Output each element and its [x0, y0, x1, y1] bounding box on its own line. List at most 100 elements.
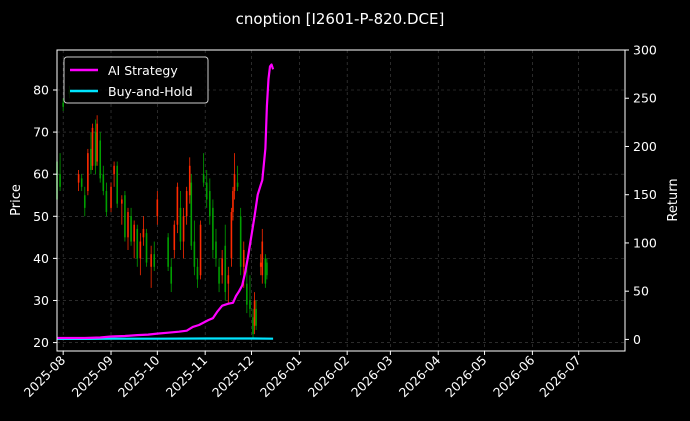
candle — [90, 132, 92, 175]
y-right-tick-label: 250 — [633, 91, 657, 106]
plot-frame — [56, 49, 626, 352]
candle-body — [261, 241, 264, 276]
candle-body — [185, 191, 188, 217]
candle — [139, 233, 142, 276]
candle-body — [145, 233, 148, 263]
candle — [196, 258, 199, 288]
candle — [145, 228, 148, 267]
candle-body — [239, 216, 242, 267]
candle-body — [249, 300, 251, 309]
candle — [91, 123, 94, 170]
candle — [99, 132, 102, 183]
candle-body — [116, 165, 118, 204]
candle-body — [193, 241, 196, 267]
candle — [94, 119, 97, 175]
candle-body — [205, 182, 208, 200]
candle — [202, 153, 205, 187]
candle-body — [121, 199, 123, 204]
candle-body — [83, 195, 86, 208]
y-right-tick-label: 50 — [633, 284, 649, 299]
candle-body — [59, 174, 61, 187]
candle — [236, 165, 239, 192]
y-left-tick-label: 40 — [33, 251, 49, 266]
candle-body — [242, 249, 245, 267]
candle — [182, 207, 185, 259]
candle-body — [102, 174, 105, 192]
candle-body — [153, 254, 156, 267]
candle — [224, 224, 227, 301]
candle-body — [62, 102, 64, 107]
candle — [170, 258, 173, 293]
candle-body — [176, 186, 179, 225]
candle — [227, 266, 230, 305]
candle — [266, 258, 268, 280]
candle — [80, 174, 83, 192]
candle — [205, 169, 208, 208]
legend-label-ai-strategy: AI Strategy — [108, 63, 178, 78]
candle-body — [142, 228, 145, 238]
legend: AI Strategy Buy-and-Hold — [63, 56, 209, 104]
candle — [252, 308, 254, 339]
candle-body — [130, 216, 132, 242]
candle — [105, 182, 108, 217]
y-left-tick-label: 20 — [33, 335, 49, 350]
y-left-tick-label: 70 — [33, 125, 49, 140]
candle — [102, 165, 105, 196]
candle — [261, 228, 264, 284]
candle — [259, 254, 262, 276]
line-ai-strategy — [57, 63, 275, 340]
return-lines — [57, 63, 275, 340]
y-right-tick-label: 200 — [633, 139, 657, 154]
candle — [209, 178, 211, 225]
candle-body — [80, 178, 83, 187]
candle — [96, 115, 98, 166]
candle — [133, 220, 135, 259]
candle — [264, 254, 267, 288]
legend-box — [63, 56, 209, 104]
candle-body — [218, 266, 220, 284]
candle-body — [209, 191, 211, 217]
candle — [87, 148, 89, 196]
candle — [121, 195, 123, 225]
candle-body — [77, 174, 80, 183]
candle-body — [113, 165, 115, 175]
candle-body — [179, 207, 182, 242]
candle-body — [224, 245, 227, 293]
candle-body — [124, 195, 126, 238]
candle-body — [173, 224, 176, 250]
candle — [249, 275, 251, 318]
chart-title: cnoption [I2601-P-820.DCE] — [236, 10, 445, 28]
candle-body — [212, 207, 214, 250]
candle — [215, 228, 217, 267]
y-right-tick-label: 100 — [633, 235, 657, 250]
candle — [127, 207, 129, 250]
candle-body — [133, 224, 135, 242]
candle — [130, 207, 132, 246]
candle-body — [127, 212, 129, 238]
candle — [116, 161, 118, 208]
y-left-tick-label: 50 — [33, 209, 49, 224]
candle-body — [259, 262, 262, 267]
candle — [176, 182, 179, 234]
candle — [199, 220, 202, 280]
candle — [110, 182, 112, 213]
candle — [62, 98, 64, 112]
candle-body — [255, 308, 257, 326]
candle — [188, 157, 191, 204]
candle-body — [215, 241, 217, 259]
candle-body — [139, 241, 142, 259]
candle-body — [227, 275, 230, 284]
candle-body — [253, 300, 256, 326]
candle-body — [105, 191, 108, 213]
candle-body — [167, 237, 169, 267]
candle — [167, 233, 169, 272]
candle — [156, 191, 159, 225]
candle — [218, 258, 220, 293]
y-axis-left-title: Price — [9, 184, 24, 216]
candle — [124, 191, 126, 242]
candle-body — [199, 224, 202, 276]
candle-body — [202, 174, 205, 183]
candle-body — [264, 258, 267, 284]
candle — [83, 186, 86, 217]
y-right-tick-label: 300 — [633, 43, 657, 58]
